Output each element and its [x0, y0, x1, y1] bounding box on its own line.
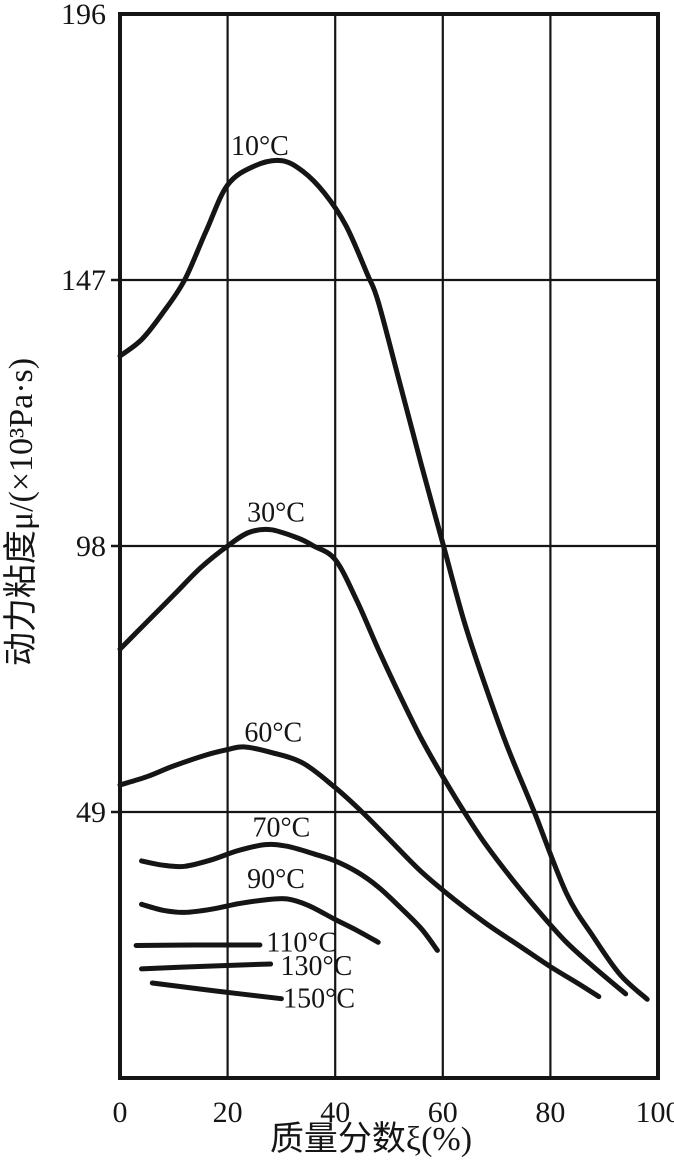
curve-label-70c: 70°C [252, 812, 310, 843]
gridlines [120, 14, 658, 1078]
curve-label-60c: 60°C [244, 717, 302, 748]
curve-90c [142, 899, 379, 943]
x-tick-label-0: 0 [113, 1096, 128, 1129]
curve-label-130c: 130°C [280, 951, 352, 982]
curve-label-90c: 90°C [247, 864, 305, 895]
curve-10c [120, 160, 647, 999]
y-tick-label-98: 98 [76, 530, 106, 563]
curve-label-30c: 30°C [247, 498, 305, 529]
y-tick-label-147: 147 [61, 264, 106, 297]
curve-150c [152, 983, 281, 999]
x-tick-label-80: 80 [535, 1096, 565, 1129]
x-tick-label-100: 100 [636, 1096, 674, 1129]
curve-130c [142, 964, 271, 969]
curve-label-10c: 10°C [231, 131, 289, 162]
curve-110c [136, 945, 260, 946]
y-tick-label-196: 196 [61, 0, 106, 31]
x-tick-label-20: 20 [213, 1096, 243, 1129]
y-tick-label-49: 49 [76, 796, 106, 829]
x-axis-title: 质量分数ξ(%) [270, 1120, 472, 1157]
y-tick-labels: 49 98 147 196 [61, 0, 106, 829]
curve-label-150c: 150°C [283, 983, 355, 1014]
y-axis-title: 动力粘度μ/(×10³Pa·s) [2, 358, 40, 666]
temperature-curves [120, 160, 647, 999]
